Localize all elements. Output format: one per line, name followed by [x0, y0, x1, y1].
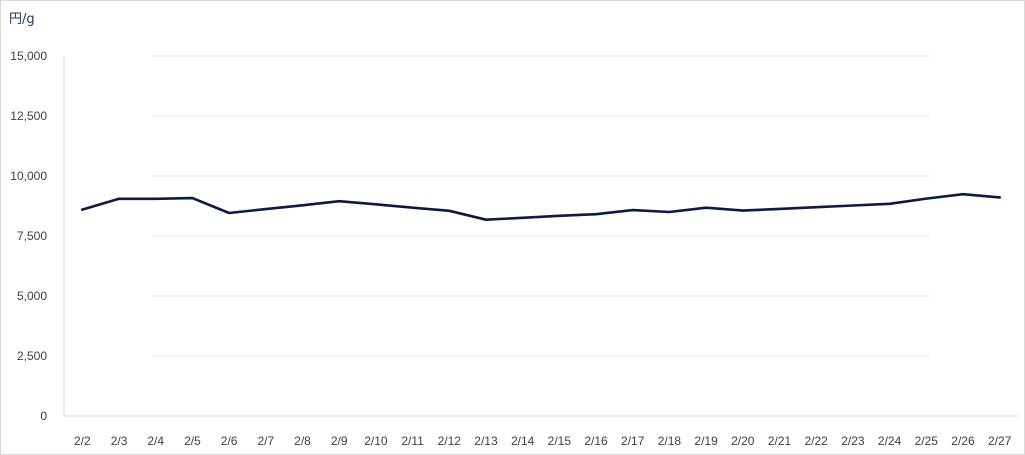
x-tick-label: 2/12	[438, 434, 462, 448]
y-tick-label: 2,500	[17, 349, 47, 363]
x-tick-label: 2/7	[257, 434, 274, 448]
data-point	[998, 196, 1001, 199]
x-tick-label: 2/6	[221, 434, 238, 448]
data-point	[558, 214, 561, 218]
data-point	[594, 212, 598, 216]
x-tick-label: 2/9	[331, 434, 348, 448]
y-tick-label: 0	[40, 409, 47, 423]
data-point	[741, 209, 745, 212]
x-tick-label: 2/14	[511, 434, 535, 448]
x-tick-label: 2/17	[621, 434, 645, 448]
data-point	[154, 197, 157, 200]
x-tick-label: 2/23	[841, 434, 865, 448]
data-point	[301, 204, 304, 207]
x-tick-label: 2/3	[111, 434, 128, 448]
x-tick-label: 2/10	[364, 434, 388, 448]
x-tick-label: 2/24	[878, 434, 902, 448]
y-axis-unit-label: 円/g	[9, 12, 35, 27]
x-tick-label: 2/26	[951, 434, 975, 448]
x-tick-label: 2/4	[147, 434, 164, 448]
x-tick-label: 2/21	[768, 434, 792, 448]
x-tick-label: 2/13	[474, 434, 498, 448]
data-point	[448, 209, 451, 212]
x-tick-label: 2/2	[74, 434, 91, 448]
x-tick-label: 2/27	[988, 434, 1012, 448]
data-point	[117, 197, 121, 200]
y-tick-label: 10,000	[10, 169, 47, 183]
data-point	[191, 196, 194, 200]
x-tick-label: 2/5	[184, 434, 201, 448]
data-point	[337, 200, 341, 203]
x-tick-label: 2/25	[915, 434, 939, 448]
data-point	[778, 207, 781, 211]
data-point	[264, 207, 268, 211]
data-point	[631, 208, 634, 212]
data-point	[814, 206, 818, 209]
data-point	[227, 211, 231, 215]
data-point	[668, 210, 671, 214]
y-tick-label: 7,500	[17, 229, 47, 243]
y-tick-label: 5,000	[17, 289, 47, 303]
x-tick-label: 2/16	[584, 434, 608, 448]
data-point	[888, 202, 891, 206]
data-point	[961, 193, 965, 196]
x-tick-label: 2/22	[805, 434, 829, 448]
data-point	[521, 216, 524, 219]
x-tick-label: 2/20	[731, 434, 755, 448]
data-point	[81, 208, 84, 211]
y-tick-label: 12,500	[10, 109, 47, 123]
x-tick-label: 2/11	[401, 434, 424, 448]
price-series-line	[81, 192, 1002, 221]
x-tick-label: 2/8	[294, 434, 311, 448]
x-tick-label: 2/15	[548, 434, 572, 448]
data-point	[484, 218, 488, 221]
data-point	[411, 206, 414, 209]
y-tick-label: 15,000	[10, 49, 47, 63]
data-point	[374, 203, 378, 206]
x-tick-label: 2/18	[658, 434, 682, 448]
data-point	[925, 197, 928, 200]
data-point	[704, 206, 708, 209]
data-point	[851, 204, 855, 207]
x-tick-label: 2/19	[694, 434, 718, 448]
